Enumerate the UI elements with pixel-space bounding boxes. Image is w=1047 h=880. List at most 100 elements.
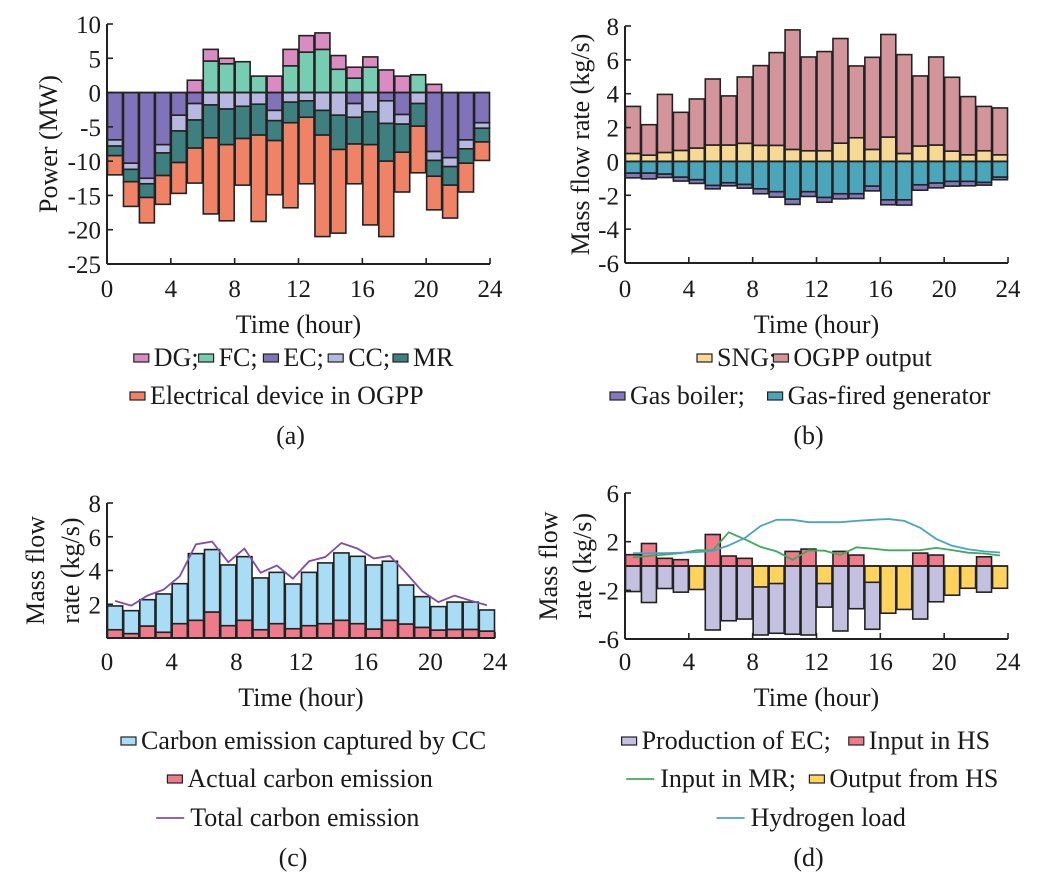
bar-actual-carbon-emission xyxy=(462,628,480,639)
bar-gas-boiler xyxy=(736,183,753,189)
bar-gas-boiler xyxy=(752,188,769,195)
legend-item: Input in HS xyxy=(848,726,990,755)
bar-gas-boiler xyxy=(688,178,706,185)
legend-label: Total carbon emission xyxy=(190,803,419,832)
bar-mr xyxy=(138,182,156,199)
y-tick-label: -25 xyxy=(68,252,101,279)
bar-ogpp-output xyxy=(720,95,738,146)
bar-dg xyxy=(202,48,220,62)
legend-box-swatch xyxy=(166,774,183,784)
bar-mr xyxy=(377,122,395,162)
bar-mr xyxy=(425,159,443,178)
legend-label: SNG; xyxy=(717,343,776,372)
bar-carbon-emission-captured-by-cc xyxy=(203,548,221,613)
bar-ogpp-output xyxy=(991,107,1009,156)
bar-mr xyxy=(186,119,204,149)
legend-item: Production of EC; xyxy=(620,726,831,755)
bar-gas-boiler xyxy=(624,172,642,179)
legend-item: Output from HS xyxy=(808,764,998,793)
legend-row: DG; FC; EC; CC; MR xyxy=(133,343,454,372)
bar-actual-carbon-emission xyxy=(284,627,302,639)
bar-ogpp-output xyxy=(880,33,897,138)
legend-box-swatch xyxy=(327,353,344,363)
legend-box-swatch xyxy=(766,391,784,401)
bar-mr xyxy=(234,105,251,140)
y-tick-label: 8 xyxy=(89,491,102,518)
legend-item: Gas boiler; xyxy=(609,381,745,410)
bar-production-of-ec xyxy=(848,565,865,610)
legend-box-swatch xyxy=(696,353,713,363)
bar-actual-carbon-emission xyxy=(187,619,205,639)
bar-cc xyxy=(425,150,443,162)
x-tick-label: 24 xyxy=(996,276,1022,303)
bar-cc xyxy=(234,91,251,108)
bar-carbon-emission-captured-by-cc xyxy=(139,598,156,627)
bar-gas-boiler xyxy=(640,172,658,180)
bar-output-from-hs xyxy=(752,565,769,588)
legend-row: Electrical device in OGPP xyxy=(129,381,424,410)
bar-cc xyxy=(138,177,156,185)
legend-item: Input in MR; xyxy=(626,764,796,793)
legend-label: OGPP output xyxy=(793,343,932,372)
bar-actual-carbon-emission xyxy=(171,622,189,639)
bar-actual-carbon-emission xyxy=(413,626,431,639)
bar-fc xyxy=(202,60,220,94)
legend-label: MR xyxy=(413,343,454,372)
panel-label: (a) xyxy=(276,421,305,450)
legend-box-swatch xyxy=(772,353,790,363)
bar-electrical-device-in-ogpp xyxy=(346,143,363,185)
bar-sng xyxy=(736,142,753,163)
bar-dg xyxy=(330,54,347,71)
legend-label: Gas-fired generator xyxy=(788,381,991,410)
bar-gas-fired-generator xyxy=(943,160,961,183)
legend-box-swatch xyxy=(198,353,215,363)
x-tick-label: 8 xyxy=(746,276,759,303)
bar-sng xyxy=(864,148,881,163)
legend-label: Gas boiler; xyxy=(630,381,745,410)
bar-input-in-hs xyxy=(911,552,929,567)
bar-dg xyxy=(218,57,235,65)
bar-actual-carbon-emission xyxy=(446,628,463,639)
bar-production-of-ec xyxy=(975,565,993,593)
bar-sng xyxy=(752,144,769,163)
bar-ogpp-output xyxy=(832,37,849,144)
bar-carbon-emission-captured-by-cc xyxy=(171,582,189,625)
bar-dg xyxy=(314,32,331,51)
bar-cc xyxy=(346,102,363,119)
bar-ogpp-output xyxy=(975,105,993,152)
y-tick-label: -5 xyxy=(80,115,101,142)
legend-row: Gas boiler; Gas-fired generator xyxy=(609,381,991,410)
x-tick-label: 24 xyxy=(478,276,504,303)
bar-ec xyxy=(138,91,156,180)
bar-input-in-hs xyxy=(927,554,945,567)
bar-carbon-emission-captured-by-cc xyxy=(478,609,496,632)
legend-item: EC; xyxy=(262,343,324,372)
bar-electrical-device-in-ogpp xyxy=(138,196,156,224)
x-tick-label: 8 xyxy=(230,649,243,676)
bar-mr xyxy=(473,127,491,143)
y-tick-label: 8 xyxy=(607,14,620,41)
bar-ogpp-output xyxy=(816,50,833,152)
bar-gas-boiler xyxy=(672,176,690,182)
x-tick-label: 20 xyxy=(932,649,957,676)
bar-sng xyxy=(624,152,642,163)
bar-fc xyxy=(218,62,235,94)
bar-cc xyxy=(170,114,188,132)
legend-label: Output from HS xyxy=(829,764,998,793)
bar-dg xyxy=(298,34,315,53)
bar-ogpp-output xyxy=(624,105,642,155)
bar-ogpp-output xyxy=(656,93,674,154)
bar-actual-carbon-emission xyxy=(252,628,269,639)
panel-d-hydrogen-flow: 6 2 -2 -60 4 8 12 16 20 24 Time (hour) Mass flow rat… xyxy=(534,481,1021,872)
legend-item: Actual carbon emission xyxy=(166,764,433,793)
bar-carbon-emission-captured-by-cc xyxy=(187,552,205,622)
bar-dg xyxy=(425,83,443,94)
x-tick-label: 0 xyxy=(619,649,632,676)
legend-label: CC; xyxy=(348,343,390,372)
bar-mr xyxy=(266,119,283,142)
bar-carbon-emission-captured-by-cc xyxy=(446,601,463,631)
